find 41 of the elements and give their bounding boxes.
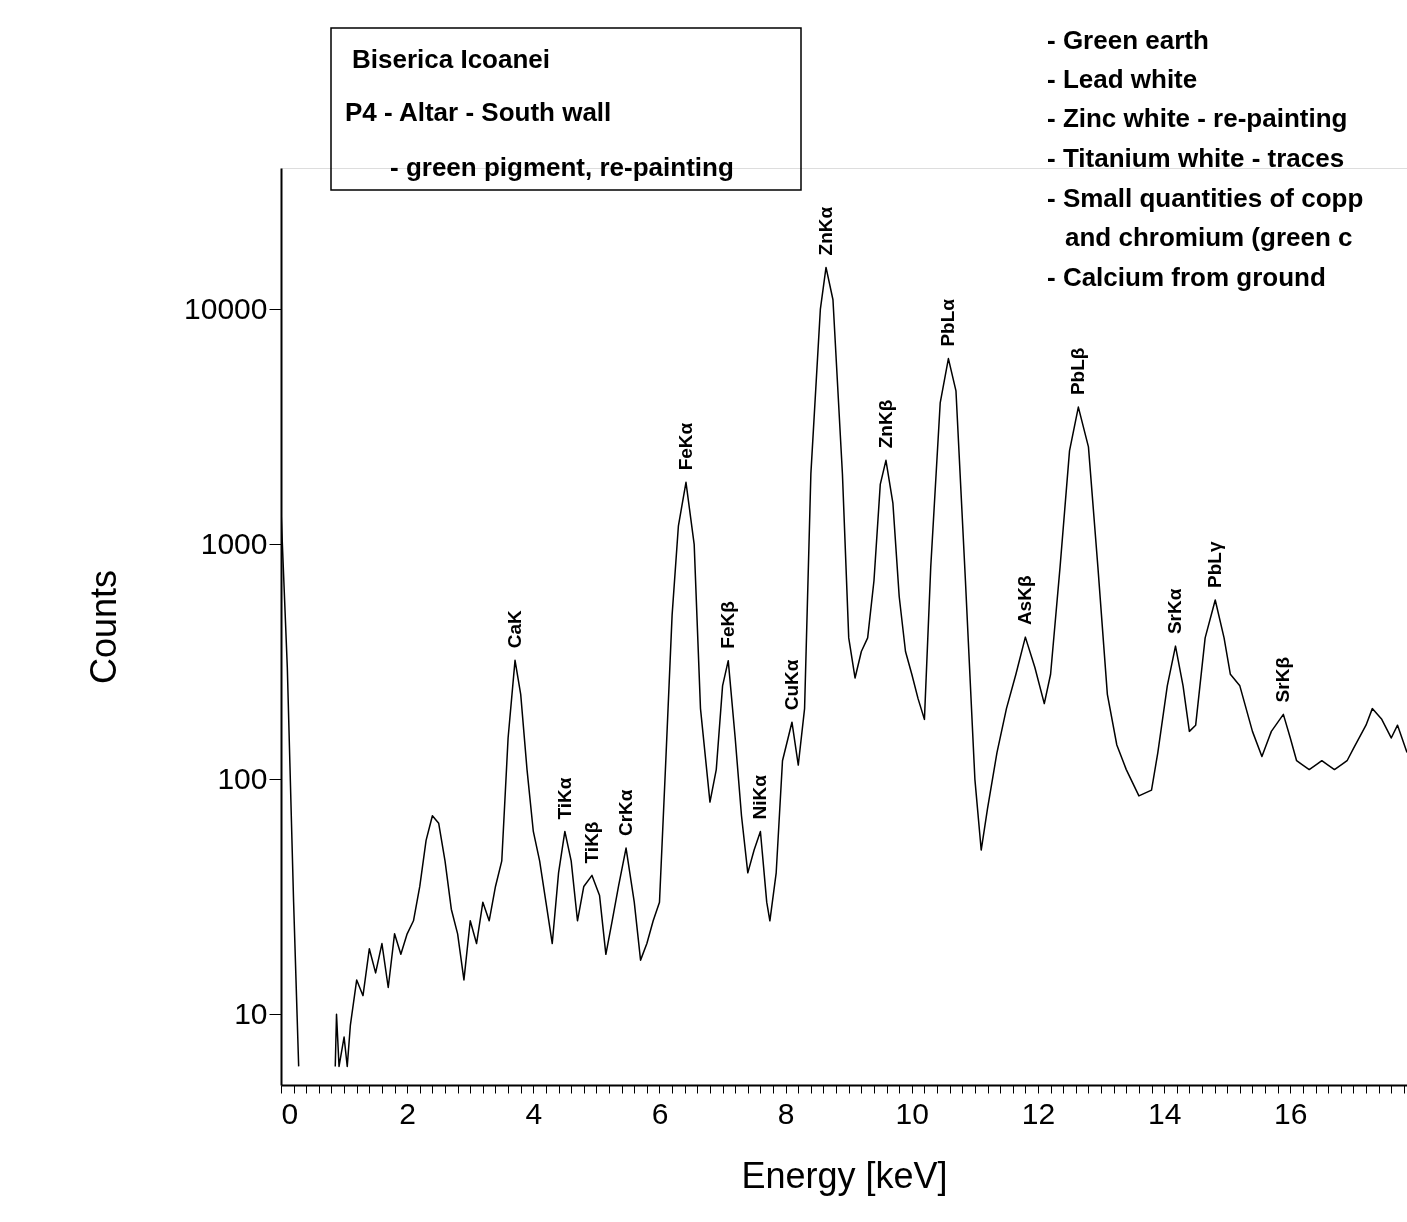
x-tick-label: 16 (1274, 1096, 1308, 1130)
x-tick-label: 4 (525, 1096, 543, 1130)
annotation: TiKα (553, 777, 575, 820)
annotation: FeKβ (717, 601, 739, 649)
annotation: PbLβ (1067, 347, 1089, 396)
annotation: CrKα (615, 789, 637, 837)
text: - Lead white (1047, 64, 1198, 94)
annotation: - green pigment, re-painting (390, 152, 734, 182)
annotation: SrKβ (1272, 656, 1294, 703)
x-tick-label: 6 (651, 1096, 669, 1130)
annotation: ZnKβ (874, 399, 896, 449)
annotation: - Small quantities of copp (1047, 183, 1364, 213)
x-tick-label: 0 (281, 1096, 299, 1130)
annotation: PbLγ (1204, 541, 1226, 588)
text: P4 - Altar - South wall (345, 97, 612, 127)
annotation: ZnKα (815, 206, 837, 256)
annotation: - Calcium from ground (1047, 262, 1326, 292)
text: Biserica Icoanei (352, 44, 550, 74)
y-tick-label: 10000 (184, 291, 268, 325)
annotation: CaK (504, 610, 526, 649)
annotation: AsKβ (1014, 575, 1036, 626)
annotation: PbLα (937, 298, 959, 347)
text: - Green earth (1047, 25, 1209, 55)
annotation: SrKα (1164, 588, 1186, 635)
y-tick-label: 1000 (200, 526, 268, 560)
x-tick-label: 2 (399, 1096, 417, 1130)
text: - Zinc white - re-painting (1047, 103, 1348, 133)
x-tick-label: 10 (895, 1096, 929, 1130)
annotation: NiKα (749, 774, 771, 820)
x-tick-label: 8 (777, 1096, 795, 1130)
x-axis-title: Energy [keV] (741, 1154, 948, 1196)
annotation: TiKβ (580, 821, 602, 864)
y-axis-title: Counts (83, 569, 125, 685)
annotation: FeKα (674, 422, 696, 471)
x-tick-label: 14 (1147, 1096, 1182, 1130)
y-tick-label: 10 (234, 996, 268, 1030)
y-tick-label: 100 (217, 761, 268, 795)
annotation: CuKα (780, 659, 802, 711)
annotation: and chromium (green c (1065, 222, 1353, 252)
annotation: - Titanium white - traces (1047, 143, 1345, 173)
x-tick-label: 12 (1021, 1096, 1056, 1130)
